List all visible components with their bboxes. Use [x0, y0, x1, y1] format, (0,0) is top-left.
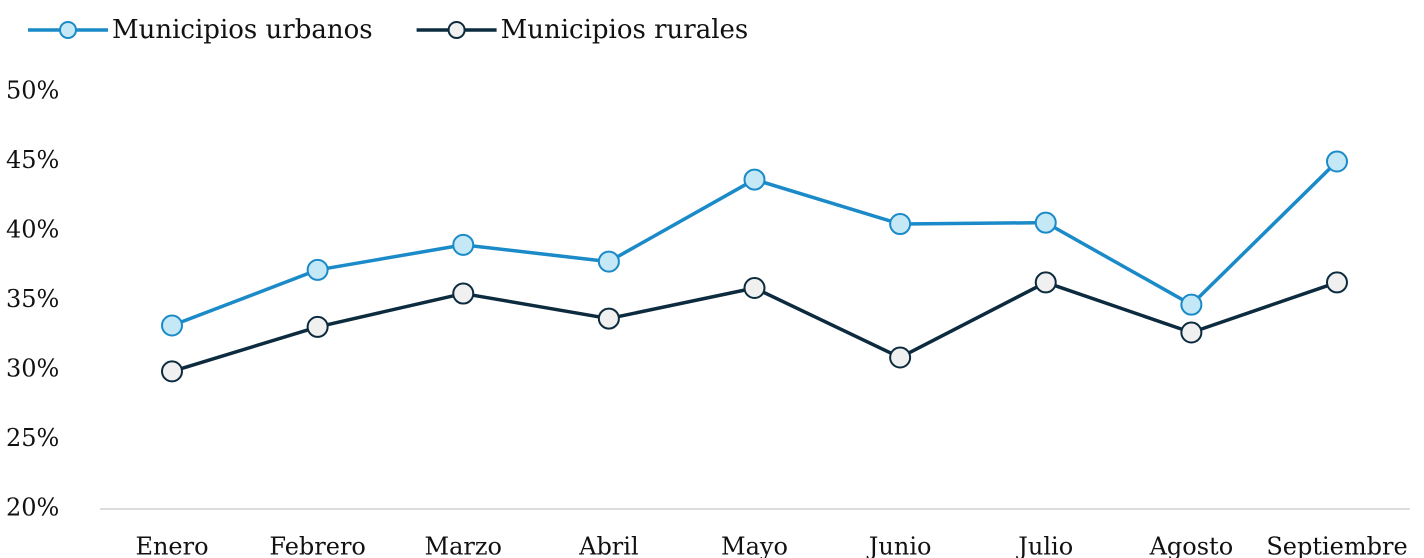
point	[597, 307, 620, 330]
x-tick-label: Mayo	[721, 533, 788, 558]
point	[306, 315, 329, 338]
y-tick-label: 45%	[6, 146, 59, 174]
legend-marker	[447, 21, 466, 39]
x-tick-label: Junio	[866, 533, 932, 558]
y-tick-label: 40%	[6, 216, 59, 244]
point	[161, 360, 183, 383]
point	[1034, 211, 1057, 234]
point	[452, 233, 475, 256]
point	[1326, 271, 1348, 294]
y-tick-label: 30%	[6, 355, 59, 383]
x-tick-label: Febrero	[269, 533, 366, 558]
legend-text: Municipios rurales	[501, 15, 749, 45]
point	[1180, 293, 1203, 316]
point	[889, 213, 912, 236]
y-tick-label: 25%	[6, 424, 59, 452]
x-tick-label: Julio	[1015, 533, 1073, 558]
y-tick-label: 50%	[6, 77, 59, 105]
y-tick-label: 20%	[6, 494, 59, 522]
y-tick-label: 35%	[6, 285, 59, 313]
point	[743, 276, 766, 299]
x-tick-label: Marzo	[425, 533, 502, 558]
point	[1180, 321, 1203, 344]
point	[161, 314, 183, 337]
legend-text: Municipios urbanos	[112, 15, 373, 45]
point	[597, 250, 620, 273]
point	[889, 346, 912, 369]
point	[452, 282, 475, 305]
x-tick-label: Agosto	[1149, 533, 1234, 558]
x-tick-label: Enero	[135, 533, 208, 558]
point	[1326, 150, 1348, 173]
x-tick-label: Abril	[578, 533, 639, 558]
point	[743, 168, 766, 191]
point	[1034, 271, 1057, 294]
legend-marker	[59, 21, 77, 39]
point	[306, 258, 329, 281]
x-tick-label: Septiembre	[1266, 533, 1407, 558]
